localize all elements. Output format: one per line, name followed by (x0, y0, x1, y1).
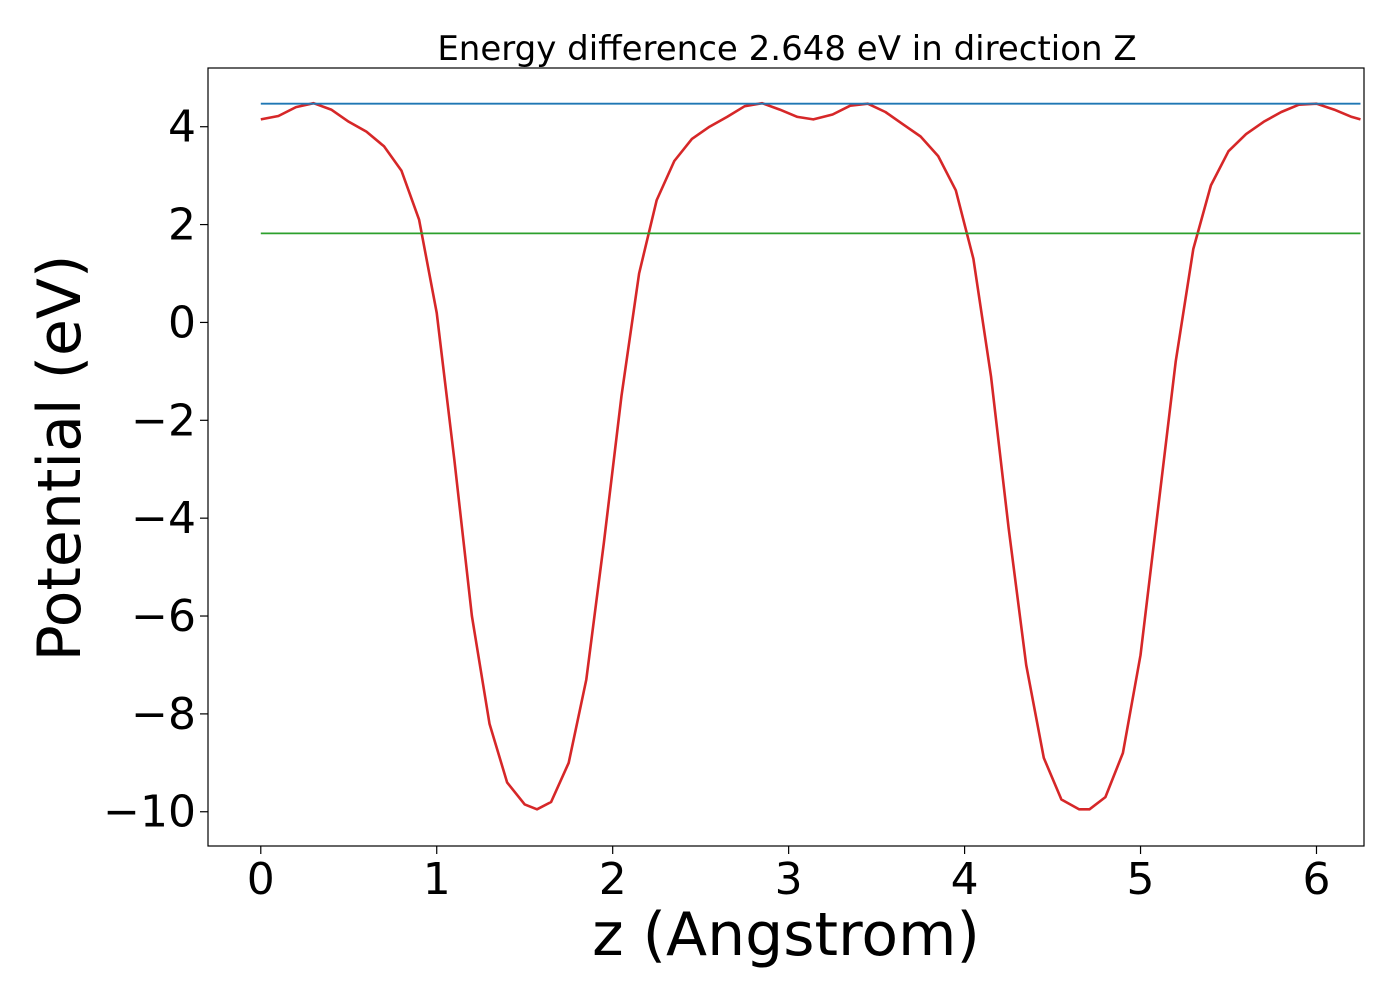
x-tick-label: 5 (1127, 854, 1155, 905)
y-tick-label: −2 (131, 395, 196, 446)
series-line-0 (260, 101, 1361, 811)
x-tick-label: 0 (247, 854, 275, 905)
x-tick-label: 6 (1302, 854, 1330, 905)
y-tick-label: −10 (103, 787, 196, 838)
plot-frame (207, 67, 1365, 847)
y-tick-label: 2 (168, 200, 196, 251)
y-tick-label: −6 (131, 591, 196, 642)
y-tick-label: −8 (131, 689, 196, 740)
x-axis-label: z (Angstrom) (592, 900, 980, 970)
y-tick-label: −4 (131, 493, 196, 544)
y-tick-label: 0 (168, 297, 196, 348)
x-tick-label: 1 (423, 854, 451, 905)
x-tick-label: 2 (599, 854, 627, 905)
y-axis: 4 2 0 −2 −4 −6 −8 −10 (103, 102, 208, 838)
y-tick-label: 4 (168, 102, 196, 153)
x-tick-label: 3 (775, 854, 803, 905)
x-tick-label: 4 (951, 854, 979, 905)
y-axis-label: Potential (eV) (25, 255, 95, 662)
chart-title: Energy difference 2.648 eV in direction … (437, 29, 1136, 69)
plot-series (260, 101, 1361, 811)
x-axis: 0 1 2 3 4 5 6 (247, 846, 1330, 905)
